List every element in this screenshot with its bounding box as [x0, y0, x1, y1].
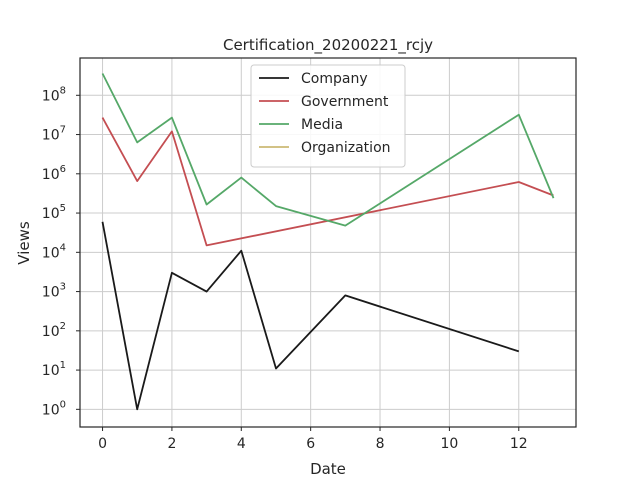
series-line-company: [101, 221, 520, 411]
y-axis-label: Views: [15, 221, 33, 265]
legend-label-company: Company: [301, 71, 368, 87]
chart-title: Certification_20200221_rcjy: [223, 36, 433, 55]
legend-label-media: Media: [301, 117, 343, 133]
x-tick-label: 4: [237, 436, 246, 452]
y-tick-label: 101: [42, 360, 66, 379]
series-lines: [101, 73, 555, 411]
y-tick-label: 100: [42, 399, 66, 418]
series-line-government: [101, 117, 554, 247]
legend-label-organization: Organization: [301, 140, 391, 156]
y-tick-label: 107: [42, 125, 66, 144]
y-tick-label: 103: [42, 282, 66, 301]
y-tick-label: 102: [42, 321, 66, 340]
x-tick-label: 0: [98, 436, 107, 452]
x-axis-ticks: 0 2 4 6 8 10 12: [98, 427, 528, 452]
x-tick-label: 8: [376, 436, 385, 452]
plot-frame: [79, 57, 577, 428]
legend-label-government: Government: [301, 94, 389, 110]
legend-box: [250, 64, 406, 168]
y-tick-label: 106: [42, 164, 66, 183]
y-tick-label: 108: [42, 85, 66, 104]
y-axis-ticks: 100 101 102 103 104 105 106 107 108: [42, 85, 80, 418]
x-tick-label: 12: [510, 436, 528, 452]
x-tick-label: 2: [167, 436, 176, 452]
series-line-media: [101, 73, 555, 227]
y-tick-label: 105: [42, 203, 66, 222]
y-tick-label: 104: [42, 242, 66, 261]
legend: Company Government Media Organization: [250, 64, 406, 168]
x-tick-label: 10: [440, 436, 458, 452]
x-tick-label: 6: [306, 436, 315, 452]
x-axis-label: Date: [310, 460, 346, 478]
